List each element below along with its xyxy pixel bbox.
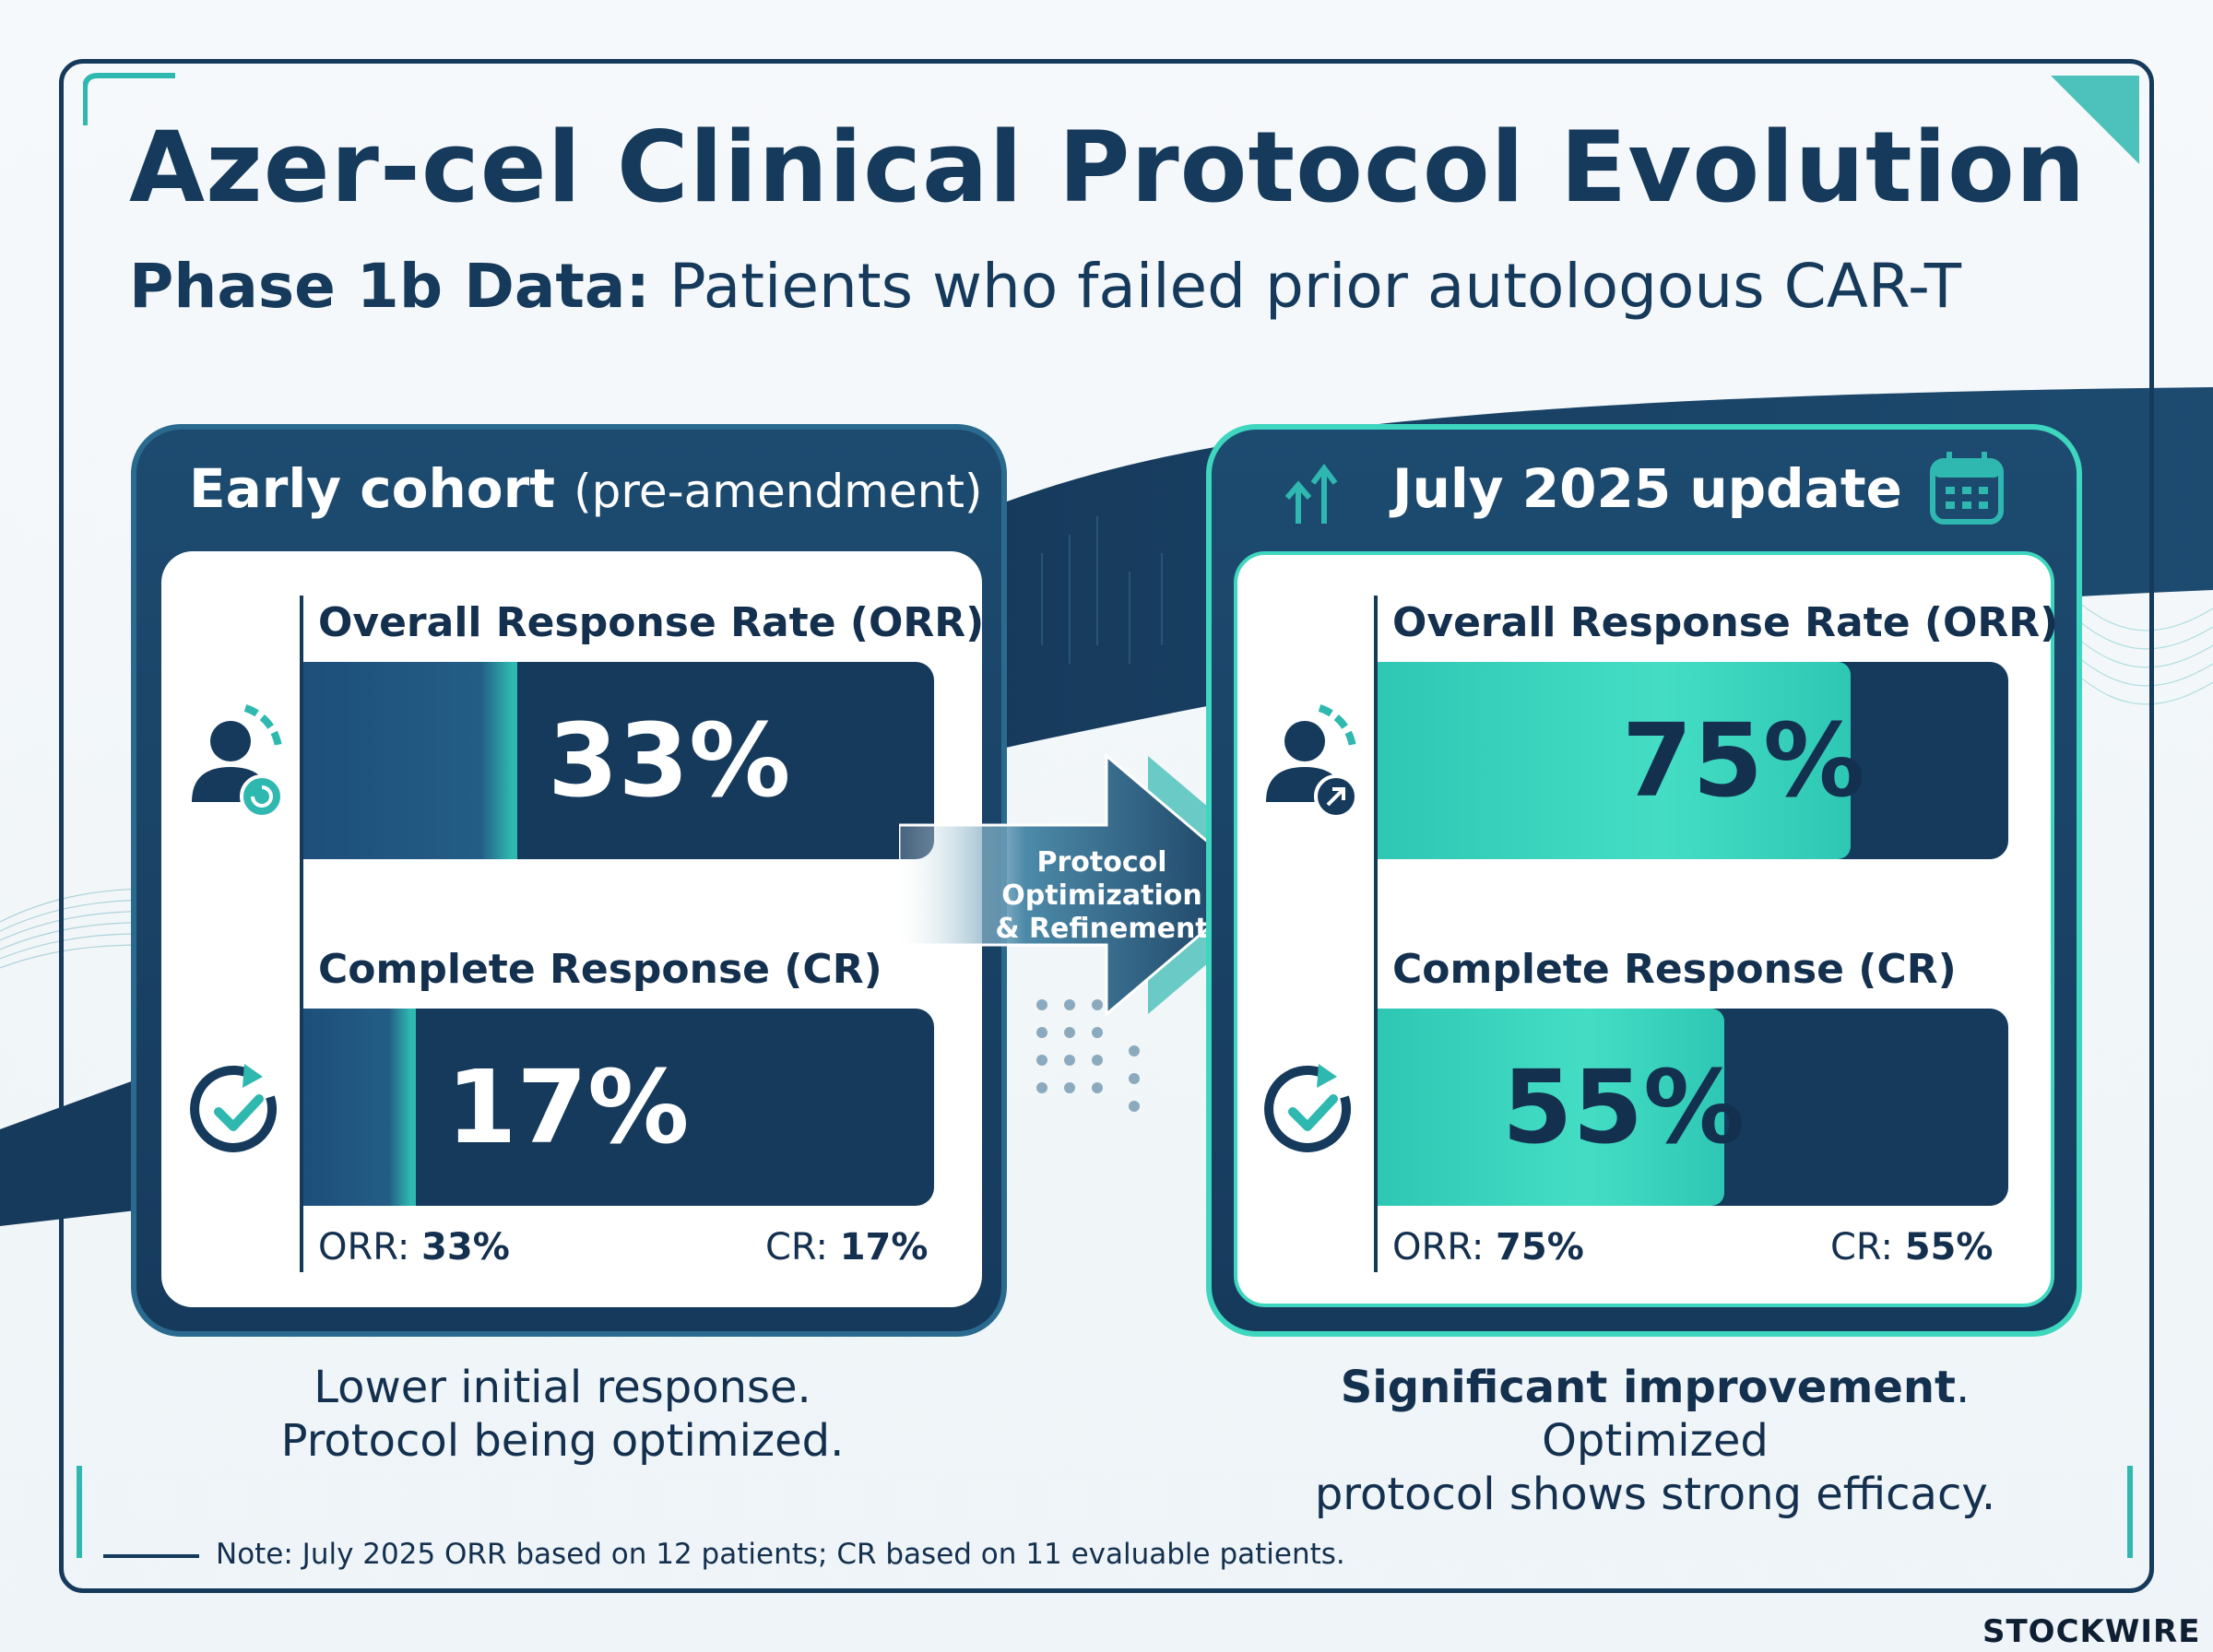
right-orr-bar: 75% [1378,662,2008,859]
check-cycle-icon-right [1264,1064,1351,1152]
left-cr-label: Complete Response (CR) [318,946,882,993]
user-growth-icon [1266,704,1358,819]
arrow-label: Protocol Optimization & Refinement [982,846,1222,946]
user-progress-icon [192,704,284,819]
right-footer-cr: CR: 55% [1830,1226,1993,1268]
right-cr-label: Complete Response (CR) [1392,946,1957,993]
right-description-line1: Significant improvement. Optimized [1240,1361,2070,1468]
left-footer-cr-label: CR: [765,1226,828,1268]
right-footer-orr: ORR: 75% [1392,1226,1584,1268]
left-footer-orr: ORR: 33% [318,1226,510,1268]
note-rule [103,1554,199,1558]
left-cr-bar: 17% [303,1009,934,1206]
left-orr-value: 33% [548,702,791,820]
arrow-label-line1: Protocol [1036,846,1167,879]
brand-logo: STOCKWIRE X [1982,1613,2213,1650]
right-footer-cr-label: CR: [1830,1226,1893,1268]
left-axis-line [300,596,303,1272]
right-cr-value: 55% [1502,1048,1746,1166]
calendar-icon [1930,452,2004,525]
left-footer-cr-value: 17% [839,1226,929,1268]
left-description: Lower initial response. Protocol being o… [166,1361,959,1468]
subtitle-bold: Phase 1b Data: [129,251,650,322]
left-orr-label: Overall Response Rate (ORR) [318,599,985,646]
left-footer-orr-label: ORR: [318,1226,410,1268]
up-arrows-icon [1284,464,1338,524]
right-cr-bar-fill [1378,1009,1725,1206]
arrow-label-line2: Optimization [1001,879,1202,912]
corner-bottom-right [2127,1466,2133,1558]
right-description-line2: protocol shows strong efficacy. [1314,1469,1996,1520]
left-panel-title-main: Early cohort [189,457,555,520]
subtitle-regular: Patients who failed prior autologous CAR… [669,251,1962,322]
footnote: Note: July 2025 ORR based on 12 patients… [216,1538,1345,1571]
right-orr-label: Overall Response Rate (ORR) [1392,599,2059,646]
check-cycle-icon [190,1064,277,1152]
corner-top-right [2051,76,2139,164]
right-orr-value: 75% [1622,702,1865,820]
right-footer-cr-value: 55% [1904,1226,1994,1268]
left-footer-cr: CR: 17% [765,1226,928,1268]
left-footer-orr-value: 33% [421,1226,510,1268]
corner-bottom-left [77,1466,82,1558]
arrow-label-line3: & Refinement [995,913,1209,945]
right-footer-orr-value: 75% [1496,1226,1584,1268]
left-description-line2: Protocol being optimized. [280,1415,845,1467]
page-subtitle: Phase 1b Data: Patients who failed prior… [129,251,2112,322]
left-orr-bar-fill [303,662,517,859]
left-orr-bar: 33% [303,662,934,859]
left-panel-title: Early cohort (pre-amendment) [189,457,982,520]
right-axis-line [1374,596,1378,1272]
left-cr-bar-fill [303,1009,417,1206]
corner-top-left [83,73,175,125]
right-description-rest: . Optimized [1542,1362,1970,1467]
left-cr-value: 17% [446,1048,690,1166]
page-title: Azer-cel Clinical Protocol Evolution [129,111,2087,224]
outer-frame [59,59,2154,1593]
right-orr-bar-fill [1378,662,1851,859]
right-panel-title: July 2025 update [1392,457,1902,520]
right-footer-orr-label: ORR: [1392,1226,1485,1268]
right-description: Significant improvement. Optimized proto… [1240,1361,2070,1521]
left-description-line1: Lower initial response. [314,1362,811,1413]
right-description-bold: Significant improvement [1340,1362,1956,1413]
right-cr-bar: 55% [1378,1009,2008,1206]
left-panel-title-suffix: (pre-amendment) [574,465,983,518]
